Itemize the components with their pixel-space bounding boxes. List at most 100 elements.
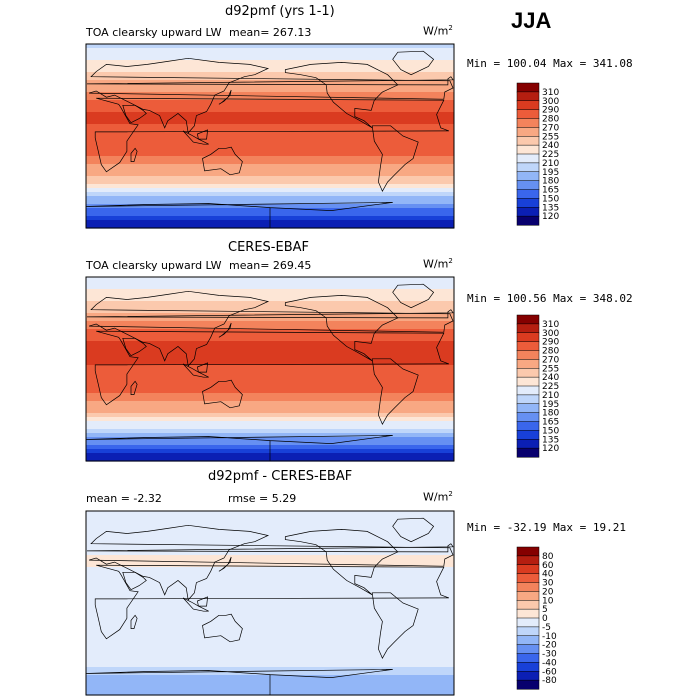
map-band — [86, 627, 454, 632]
map-band — [86, 551, 454, 556]
map-frame — [85, 43, 455, 229]
colorbar-tick-label: 0 — [542, 614, 548, 624]
map-band — [86, 543, 454, 548]
colorbar-swatch — [516, 608, 540, 619]
colorbar-swatch — [516, 100, 540, 111]
map-band — [86, 84, 454, 89]
map-band — [86, 329, 454, 334]
colorbar-swatch — [516, 180, 540, 191]
colorbar-swatch — [516, 582, 540, 592]
colorbar-tick-label: 40 — [542, 570, 554, 580]
coastline — [371, 358, 419, 425]
map-band — [86, 108, 454, 113]
panel-3-map — [85, 510, 455, 696]
map-band — [86, 112, 454, 117]
map-band — [86, 325, 454, 330]
panel-3-rmse-label: rmse = 5.29 — [228, 492, 297, 505]
colorbar-swatch — [516, 430, 540, 440]
colorbar-swatch — [516, 412, 540, 423]
colorbar-swatch — [516, 82, 540, 93]
coastline — [218, 89, 232, 105]
colorbar-tick-label: 80 — [542, 552, 554, 562]
map-band — [86, 289, 454, 294]
map-frame — [85, 276, 455, 462]
map-band — [86, 659, 454, 664]
map-band — [86, 176, 454, 181]
colorbar-tick-label: 270 — [542, 355, 559, 365]
map-band — [86, 631, 454, 636]
panel-1-colorbar: 3103002902802702552402252101951801651501… — [516, 82, 559, 226]
map-band — [86, 531, 454, 536]
colorbar-swatch — [516, 314, 540, 325]
coastline — [130, 380, 138, 395]
panel-3-minmax: Min = -32.19 Max = 19.21 — [467, 521, 626, 534]
colorbar-swatch — [516, 626, 540, 637]
colorbar-tick-label: 20 — [542, 587, 554, 597]
coastline — [392, 283, 435, 309]
map-band — [86, 511, 454, 516]
panel-1-minmax: Min = 100.04 Max = 341.08 — [467, 57, 633, 70]
map-band — [86, 60, 454, 65]
map-band — [86, 417, 454, 422]
map-band — [86, 152, 454, 157]
map-band — [86, 345, 454, 350]
map-band — [86, 361, 454, 366]
colorbar-tick-label: 255 — [542, 132, 559, 142]
colorbar-swatch — [516, 207, 540, 217]
map-band — [86, 80, 454, 85]
map-band — [86, 571, 454, 576]
map-band — [86, 76, 454, 81]
map-band — [86, 349, 454, 354]
colorbar-tick-label: 270 — [542, 123, 559, 133]
map-band — [86, 643, 454, 648]
map-band — [86, 196, 454, 201]
panel-3-units: W/m2 — [423, 490, 453, 504]
colorbar-swatch — [516, 644, 540, 655]
coastline — [371, 125, 419, 192]
colorbar-tick-label: 30 — [542, 579, 554, 589]
map-band — [86, 587, 454, 592]
panel-2-variable-label: TOA clearsky upward LW — [86, 259, 222, 272]
map-band — [86, 52, 454, 57]
map-band — [86, 365, 454, 370]
map-band — [86, 373, 454, 378]
coastline — [182, 130, 209, 145]
colorbar-swatch — [516, 153, 540, 164]
map-band — [86, 639, 454, 644]
map-band — [86, 421, 454, 426]
map-band — [86, 381, 454, 386]
map-band — [86, 92, 454, 97]
map-band — [86, 523, 454, 528]
colorbar-tick-label: 300 — [542, 329, 559, 339]
colorbar-swatch — [516, 564, 540, 575]
colorbar-swatch — [516, 679, 540, 690]
map-band — [86, 591, 454, 596]
colorbar-tick-label: -10 — [542, 632, 557, 642]
colorbar-swatch — [516, 671, 540, 681]
colorbar-tick-label: -5 — [542, 623, 551, 633]
coastline — [85, 669, 393, 695]
colorbar-swatch — [516, 591, 540, 601]
colorbar-tick-label: 210 — [542, 159, 559, 169]
coastline — [122, 104, 147, 124]
colorbar-swatch — [516, 385, 540, 396]
colorbar-tick-label: 180 — [542, 177, 559, 187]
colorbar-swatch — [516, 403, 540, 414]
colorbar-tick-label: 165 — [542, 186, 559, 196]
colorbar-swatch — [516, 573, 540, 584]
colorbar-tick-label: 240 — [542, 373, 559, 383]
colorbar-swatch — [516, 421, 540, 431]
coastline — [197, 129, 209, 140]
colorbar-swatch — [516, 439, 540, 449]
colorbar-tick-label: 310 — [542, 88, 559, 98]
colorbar-tick-label: 300 — [542, 97, 559, 107]
map-band — [86, 429, 454, 434]
map-band — [86, 563, 454, 568]
map-band — [86, 104, 454, 109]
coastline — [94, 330, 450, 406]
colorbar-swatch — [516, 171, 540, 182]
map-band — [86, 301, 454, 306]
colorbar-tick-label: 240 — [542, 141, 559, 151]
colorbar-tick-label: 225 — [542, 382, 559, 392]
map-frame — [85, 510, 455, 696]
